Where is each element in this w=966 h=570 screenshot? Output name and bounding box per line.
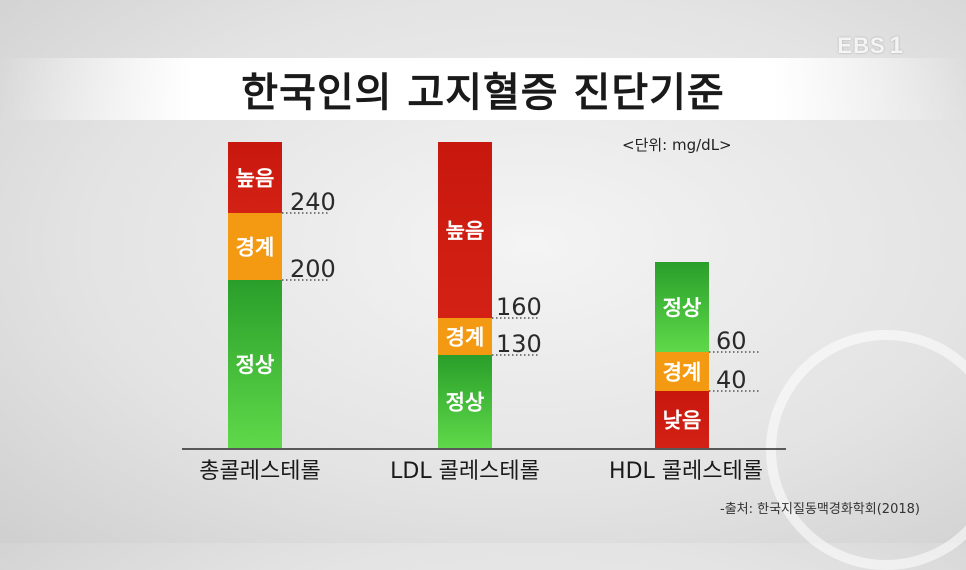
bar-segment-normal (228, 280, 282, 448)
threshold-label: 200 (290, 255, 336, 283)
segment-label: 높음 (446, 219, 485, 243)
segment-label: 높음 (236, 167, 275, 191)
segment-label: 정상 (663, 296, 702, 320)
bar-segment-high (655, 391, 709, 448)
title-band: 한국인의 고지혈증 진단기준 (0, 58, 966, 120)
threshold-label: 40 (716, 366, 747, 394)
bar-segment-high (438, 142, 492, 318)
threshold-label: 240 (290, 188, 336, 216)
threshold-label: 130 (496, 330, 542, 358)
segment-label: 경계 (663, 361, 702, 385)
logo-number: 1 (889, 32, 904, 59)
bar-segment-border (655, 352, 709, 391)
threshold-label: 60 (716, 327, 747, 355)
segment-label: 낮음 (663, 409, 702, 433)
channel-logo: EBS 1 (837, 32, 904, 60)
segment-label: 경계 (446, 326, 485, 350)
bar-segment-border (228, 213, 282, 280)
category-label: HDL 콜레스테롤 (609, 459, 763, 484)
logo-text: EBS (837, 33, 886, 58)
category-label: LDL 콜레스테롤 (390, 459, 540, 484)
category-label: 총콜레스테롤 (199, 459, 320, 484)
bar-segment-normal (655, 262, 709, 352)
source-note: -출처: 한국지질동맥경화학회(2018) (720, 502, 920, 517)
bar-segment-high (228, 142, 282, 213)
bar-segment-normal (438, 355, 492, 448)
segment-label: 정상 (236, 353, 275, 377)
chart-title: 한국인의 고지혈증 진단기준 (241, 70, 725, 116)
segment-label: 경계 (236, 236, 275, 260)
bar-segment-border (438, 318, 492, 355)
threshold-label: 160 (496, 293, 542, 321)
unit-label: <단위: mg/dL> (622, 136, 732, 154)
segment-label: 정상 (446, 391, 485, 415)
